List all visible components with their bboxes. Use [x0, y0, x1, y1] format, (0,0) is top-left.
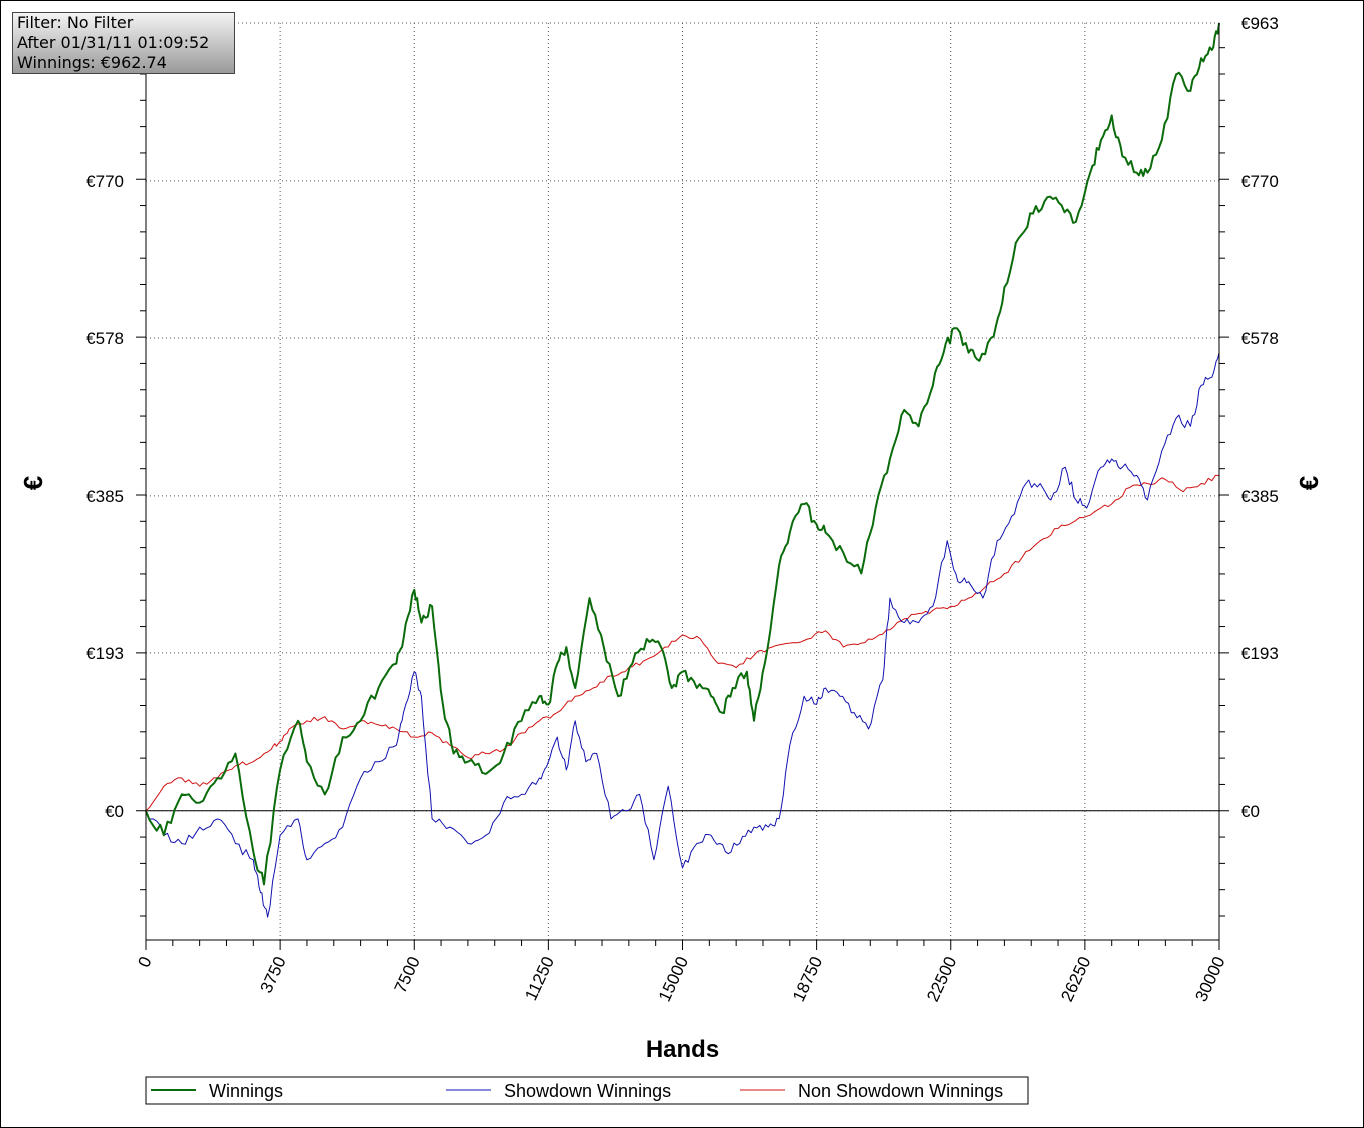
axes [145, 23, 1220, 941]
y-tick-label-right: €578 [1241, 329, 1279, 348]
y-tick-label-left: €385 [86, 487, 124, 506]
info-box: Filter: No Filter After 01/31/11 01:09:5… [12, 12, 235, 74]
x-tick-label: 7500 [391, 954, 424, 996]
legend-label-0: Winnings [209, 1081, 283, 1101]
y-tick-label-left: €0 [105, 802, 124, 821]
y-tick-label-right: €0 [1241, 802, 1260, 821]
y-axis-title-left: € [18, 476, 48, 490]
series-line-0 [145, 22, 1220, 886]
series-line-1 [145, 352, 1220, 918]
legend-label-2: Non Showdown Winnings [798, 1081, 1003, 1101]
x-tick-label: 26250 [1057, 954, 1094, 1005]
grid-lines [145, 22, 1220, 940]
y-tick-label-left: €193 [86, 644, 124, 663]
legend: Winnings Showdown Winnings Non Showdown Wi… [145, 1076, 1029, 1105]
y-axis-title-right: € [1294, 476, 1324, 490]
winnings-total-text: Winnings: €962.74 [17, 53, 167, 72]
x-tick-label: 30000 [1191, 954, 1228, 1005]
series-line-2 [145, 474, 1219, 812]
x-tick-label: 22500 [923, 954, 960, 1005]
x-tick-label: 18750 [789, 954, 826, 1005]
y-tick-label-right: €963 [1241, 14, 1279, 33]
x-tick-label: 3750 [257, 954, 290, 996]
x-tick-label: 15000 [655, 954, 692, 1005]
x-tick-label: 0 [134, 954, 155, 971]
after-date-text: After 01/31/11 01:09:52 [17, 33, 210, 52]
x-axis-title: Hands [646, 1036, 719, 1063]
legend-box [145, 1076, 1029, 1105]
filter-text: Filter: No Filter [17, 13, 134, 32]
y-tick-label-right: €193 [1241, 644, 1279, 663]
y-tick-label-right: €770 [1241, 172, 1279, 191]
tick-marks [136, 47, 1229, 950]
x-tick-label: 11250 [521, 954, 558, 1004]
y-tick-label-left: €578 [86, 329, 124, 348]
legend-label-1: Showdown Winnings [504, 1081, 671, 1101]
y-tick-label-right: €385 [1241, 487, 1279, 506]
series-lines [145, 22, 1220, 918]
y-tick-label-left: €770 [86, 172, 124, 191]
